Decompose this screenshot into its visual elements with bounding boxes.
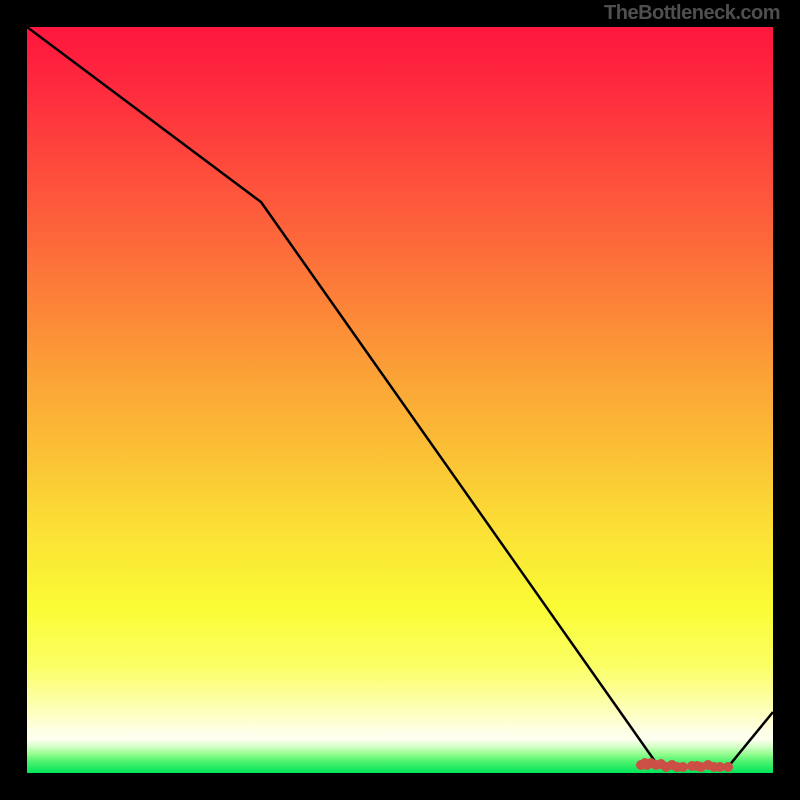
- chart-line-series: [27, 27, 773, 773]
- attribution-text: TheBottleneck.com: [604, 2, 780, 25]
- chart-plot-area: [27, 27, 773, 773]
- chart-marker: [723, 762, 733, 772]
